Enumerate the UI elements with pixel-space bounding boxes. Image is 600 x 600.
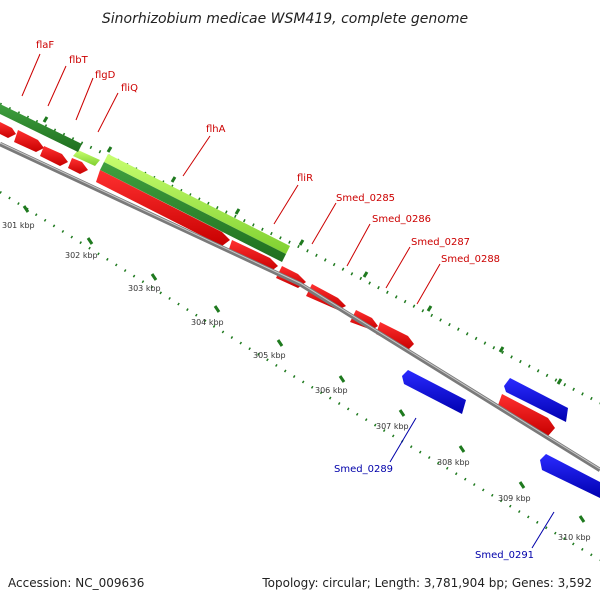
kbp-label: 304 kbp: [191, 318, 224, 327]
gene-label[interactable]: flhA: [206, 124, 226, 135]
gene-label[interactable]: Smed_0289: [334, 464, 393, 475]
gene-arrow-forward: [96, 170, 230, 246]
gene-arrow-reverse: [540, 454, 600, 498]
gene-label[interactable]: flaF: [36, 40, 54, 51]
accession-label: Accession: NC_009636: [8, 576, 144, 590]
inner-tick-ring: [0, 190, 600, 562]
sequence-backbone-highlight: [0, 142, 600, 470]
gene-arrow-forward: [0, 122, 16, 138]
kbp-label: 307 kbp: [376, 422, 409, 431]
gene-arrow-reverse: [402, 370, 466, 414]
forward-gene-lane: [0, 122, 555, 436]
operon-highlight-bands: [73, 150, 290, 254]
map-title: Sinorhizobium medicae WSM419, complete g…: [102, 11, 468, 27]
gene-arrow-reverse: [504, 378, 568, 422]
gene-label[interactable]: fliQ: [121, 83, 138, 94]
reverse-label-leaders: [389, 417, 555, 549]
gene-label[interactable]: Smed_0291: [475, 550, 534, 561]
gene-label[interactable]: Smed_0286: [372, 214, 431, 225]
forward-label-leaders: [21, 53, 441, 305]
gene-label[interactable]: Smed_0288: [441, 254, 500, 265]
reverse-gene-labels: Smed_0289 Smed_0291: [334, 464, 534, 561]
gene-label[interactable]: Smed_0285: [336, 193, 395, 204]
inner-major-ticks: [22, 205, 586, 523]
gene-arrow-forward: [350, 310, 378, 330]
gene-arrow-forward: [228, 240, 278, 272]
operon-bands: [0, 104, 286, 262]
kbp-label: 302 kbp: [65, 251, 98, 260]
sequence-backbone: [0, 141, 600, 472]
kbp-label: 306 kbp: [315, 386, 348, 395]
operon-band-dark: [100, 162, 286, 262]
gene-arrow-forward: [14, 130, 44, 152]
outer-tick-ring: [0, 102, 600, 405]
gene-arrow-forward: [68, 158, 88, 174]
kbp-label: 310 kbp: [558, 533, 591, 542]
gene-label[interactable]: fliR: [297, 173, 313, 184]
kbp-labels: 301 kbp 302 kbp 303 kbp 304 kbp 305 kbp …: [2, 221, 591, 542]
kbp-label: 303 kbp: [128, 284, 161, 293]
forward-gene-labels: flaF flbT flgD fliQ flhA fliR Smed_0285 …: [36, 40, 500, 265]
gene-label[interactable]: flbT: [69, 55, 89, 66]
outer-major-ticks: [42, 116, 563, 385]
gene-arrow-forward: [497, 394, 555, 436]
kbp-label: 301 kbp: [2, 221, 35, 230]
reverse-gene-lane: [402, 370, 600, 498]
kbp-label: 308 kbp: [437, 458, 470, 467]
operon-band-light: [73, 150, 100, 166]
kbp-label: 305 kbp: [253, 351, 286, 360]
kbp-label: 309 kbp: [498, 494, 531, 503]
gene-label[interactable]: Smed_0287: [411, 237, 470, 248]
gene-arrow-forward: [306, 284, 346, 310]
gene-arrow-forward: [376, 322, 414, 350]
operon-band-dark: [0, 104, 82, 152]
gene-label[interactable]: flgD: [95, 70, 116, 81]
gene-arrow-forward: [40, 146, 68, 166]
topology-label: Topology: circular; Length: 3,781,904 bp…: [261, 576, 592, 590]
operon-band-light: [104, 154, 290, 254]
